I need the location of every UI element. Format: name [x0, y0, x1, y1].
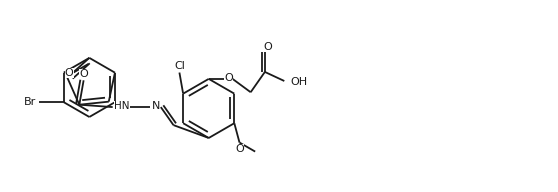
- Text: O: O: [65, 68, 74, 78]
- Text: HN: HN: [113, 101, 129, 111]
- Text: O: O: [79, 69, 88, 79]
- Text: N: N: [151, 101, 160, 111]
- Text: O: O: [263, 42, 272, 52]
- Text: Cl: Cl: [174, 61, 185, 71]
- Text: OH: OH: [291, 77, 307, 87]
- Text: O: O: [235, 144, 244, 154]
- Text: Br: Br: [25, 97, 37, 107]
- Text: O: O: [224, 73, 233, 83]
